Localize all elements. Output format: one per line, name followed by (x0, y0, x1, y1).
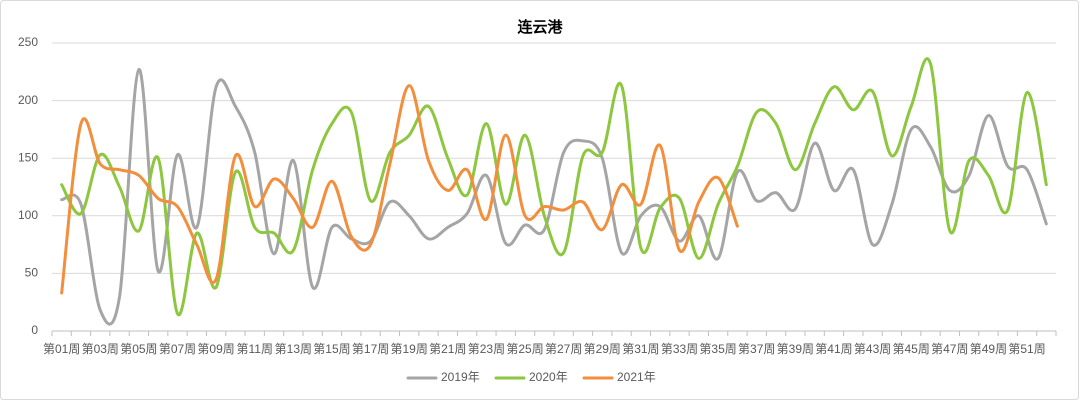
y-tick-label: 100 (18, 208, 38, 222)
legend-label: 2020年 (529, 370, 568, 384)
x-tick-label: 第23周 (468, 342, 505, 356)
x-tick-label: 第01周 (43, 342, 80, 356)
legend-label: 2021年 (617, 370, 656, 384)
x-tick-label: 第11周 (236, 342, 272, 356)
x-tick-label: 第13周 (275, 342, 312, 356)
series-line (60, 84, 739, 295)
x-tick-label: 第33周 (661, 342, 698, 356)
x-tick-label: 第49周 (970, 342, 1007, 356)
y-tick-label: 50 (25, 266, 39, 280)
x-tick-label: 第25周 (506, 342, 543, 356)
x-tick-label: 第15周 (313, 342, 350, 356)
x-tick-label: 第07周 (159, 342, 196, 356)
y-tick-label: 200 (18, 93, 38, 107)
y-tick-label: 0 (31, 323, 38, 337)
x-tick-label: 第27周 (545, 342, 582, 356)
legend-label: 2019年 (441, 370, 480, 384)
x-tick-label: 第29周 (584, 342, 621, 356)
series-line (60, 57, 1048, 317)
x-tick-label: 第03周 (82, 342, 119, 356)
x-tick-label: 第17周 (352, 342, 389, 356)
x-tick-label: 第31周 (622, 342, 659, 356)
chart-title: 连云港 (517, 18, 563, 36)
x-tick-label: 第41周 (815, 342, 852, 356)
x-tick-label: 第05周 (120, 342, 157, 356)
x-tick-label: 第51周 (1008, 342, 1045, 356)
x-tick-label: 第43周 (854, 342, 891, 356)
series-line (60, 67, 1048, 326)
x-tick-label: 第19周 (391, 342, 428, 356)
x-tick-label: 第09周 (197, 342, 234, 356)
x-tick-label: 第45周 (893, 342, 930, 356)
x-tick-label: 第37周 (738, 342, 775, 356)
x-tick-label: 第35周 (699, 342, 736, 356)
x-tick-label: 第21周 (429, 342, 466, 356)
x-tick-label: 第47周 (931, 342, 968, 356)
x-tick-label: 第39周 (777, 342, 814, 356)
y-tick-label: 250 (18, 35, 38, 49)
y-tick-label: 150 (18, 150, 38, 164)
